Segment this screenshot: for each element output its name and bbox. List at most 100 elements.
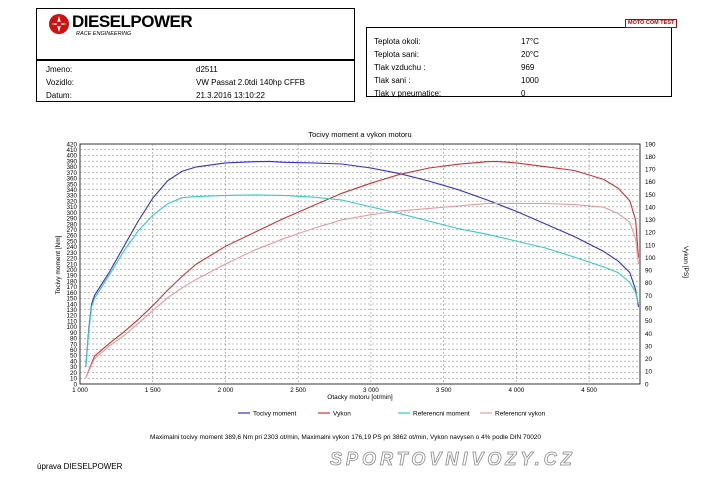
vehicle-model-value: VW Passat 2.0tdi 140hp CFFB [196, 78, 305, 87]
y2-tick-label: 80 [645, 280, 653, 287]
y-tick-label: 160 [66, 290, 77, 297]
y2-tick-label: 160 [645, 179, 656, 186]
y-tick-label: 300 [66, 210, 77, 217]
x-tick-label: 3 000 [363, 387, 379, 394]
author-text: úprava DIESELPOWER [37, 462, 123, 471]
y-tick-label: 340 [66, 187, 77, 194]
y-axis-label: Tocivy moment [Nm] [55, 235, 62, 294]
y-tick-label: 280 [66, 221, 77, 228]
y2-tick-label: 40 [645, 331, 653, 338]
legend-label: Tocivy moment [253, 410, 297, 417]
y-tick-label: 130 [66, 307, 77, 314]
conditions-panel [366, 27, 672, 97]
y2-tick-label: 170 [645, 167, 656, 174]
y-tick-label: 60 [70, 347, 78, 354]
y-tick-label: 250 [66, 238, 77, 245]
vehicle-model-label: Vozidlo: [46, 78, 75, 87]
y-tick-label: 320 [66, 198, 77, 205]
y-tick-label: 290 [66, 216, 77, 223]
y2-tick-label: 130 [645, 217, 656, 224]
tire-pressure-value: 0 [521, 89, 526, 98]
series-line-3 [85, 194, 640, 367]
y2-tick-label: 0 [645, 381, 649, 388]
y2-tick-label: 20 [645, 356, 653, 363]
series-line-1 [85, 160, 640, 367]
watermark: SPORTOVNIVOZY.CZ [330, 449, 576, 470]
intake-temp-value: 20°C [521, 50, 539, 59]
turbo-logo-icon [49, 14, 69, 34]
vehicle-name-label: Jmeno: [46, 65, 73, 74]
y-tick-label: 230 [66, 250, 77, 257]
y-tick-label: 170 [66, 284, 77, 291]
x-tick-label: 4 000 [508, 387, 524, 394]
y-tick-label: 190 [66, 273, 77, 280]
y2-tick-label: 100 [645, 255, 656, 262]
y-tick-label: 260 [66, 233, 77, 240]
y2-tick-label: 90 [645, 268, 653, 275]
y2-tick-label: 110 [645, 242, 656, 249]
air-pressure-label: Tlak vzduchu : [374, 63, 426, 72]
y-tick-label: 200 [66, 267, 77, 274]
series-line-4 [85, 202, 640, 378]
intake-temp-label: Teplota sani: [374, 50, 419, 59]
legend-label: Referencni moment [413, 410, 470, 417]
y-tick-label: 100 [66, 324, 77, 331]
tire-pressure-label: Tlak v pneumatice: [374, 89, 442, 98]
y2-axis-label: Vykon [PS] [682, 246, 689, 278]
axis-ticks: 0102030405060708090100110120130140150160… [66, 141, 656, 394]
y-tick-label: 150 [66, 296, 77, 303]
y-tick-label: 90 [70, 330, 78, 337]
brand-name: DIESELPOWER [72, 12, 193, 31]
y-tick-label: 240 [66, 244, 77, 251]
x-tick-label: 1 500 [145, 387, 161, 394]
y-tick-label: 360 [66, 176, 77, 183]
logo-panel [36, 8, 355, 60]
y2-tick-label: 120 [645, 230, 656, 237]
y-tick-label: 140 [66, 301, 77, 308]
date-label: Datum: [46, 91, 72, 100]
y-tick-label: 210 [66, 261, 77, 268]
y2-tick-label: 10 [645, 369, 653, 376]
y2-tick-label: 150 [645, 192, 656, 199]
air-pressure-value: 969 [521, 63, 535, 72]
y2-tick-label: 180 [645, 154, 656, 161]
y-tick-label: 380 [66, 164, 77, 171]
y-tick-label: 270 [66, 227, 77, 234]
y-tick-label: 110 [67, 318, 78, 325]
chart-title: Tocivy moment a vykon motoru [308, 130, 411, 139]
y-tick-label: 40 [70, 358, 78, 365]
y-tick-label: 420 [66, 141, 77, 148]
summary-text: Maximalni tocivy moment 389,6 Nm pri 230… [150, 434, 542, 441]
y-tick-label: 20 [70, 370, 78, 377]
date-value: 21.3.2016 13:10:22 [196, 91, 265, 100]
y2-tick-label: 50 [645, 318, 653, 325]
series-lines [85, 160, 640, 378]
legend: Tocivy moment Vykon Referencni moment Refer… [238, 410, 546, 417]
y-tick-label: 410 [66, 147, 77, 154]
brand-subtitle: RACE ENGINEERING [76, 31, 132, 37]
x-axis-label: Otacky motoru [ot/min] [327, 394, 393, 401]
x-tick-label: 4 500 [581, 387, 597, 394]
y-tick-label: 70 [70, 341, 78, 348]
legend-label: Referencni vykon [495, 410, 546, 417]
y-tick-label: 10 [70, 376, 78, 383]
y-tick-label: 310 [66, 204, 77, 211]
y2-tick-label: 60 [645, 306, 653, 313]
y-tick-label: 390 [66, 158, 77, 165]
y2-tick-label: 190 [645, 141, 656, 148]
legend-label: Vykon [333, 410, 351, 417]
intake-pressure-label: Tlak sani : [374, 76, 411, 85]
y-tick-label: 220 [66, 256, 77, 263]
ambient-temp-value: 17°C [521, 37, 539, 46]
vehicle-name-value: d2511 [196, 65, 218, 74]
x-tick-label: 2 000 [218, 387, 234, 394]
y2-tick-label: 70 [645, 293, 653, 300]
y-tick-label: 180 [66, 278, 77, 285]
y-tick-label: 0 [73, 381, 77, 388]
ambient-temp-label: Teplota okoli: [374, 37, 421, 46]
grid [79, 143, 641, 385]
y-tick-label: 120 [66, 313, 77, 320]
intake-pressure-value: 1000 [521, 76, 539, 85]
y-tick-label: 50 [70, 353, 78, 360]
